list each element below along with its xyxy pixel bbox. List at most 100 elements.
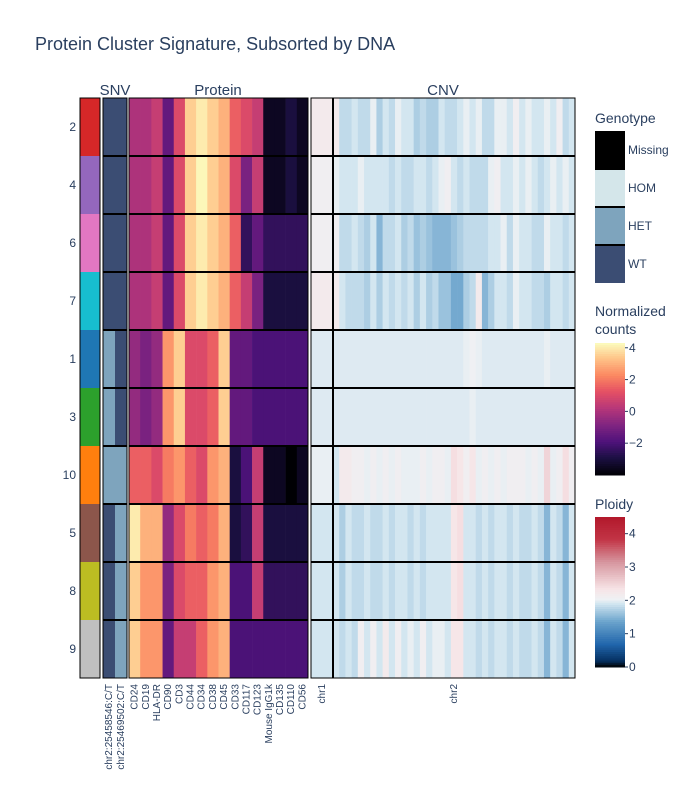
- ploidy-colorbar-step: [595, 540, 625, 544]
- cnv-cell: [351, 620, 359, 679]
- cnv-cell: [432, 330, 439, 389]
- cluster-5-swatch: [80, 504, 100, 562]
- cnv-cell: [543, 156, 551, 215]
- genotype-swatch: [595, 169, 625, 207]
- protein-cell: [296, 156, 309, 215]
- snv-column-label: chr2:25469502:C/T: [116, 684, 127, 770]
- ploidy-colorbar-step: [595, 630, 625, 634]
- cnv-cell: [525, 214, 532, 273]
- cnv-cell: [345, 98, 352, 157]
- cnv-cell: [333, 98, 340, 157]
- cnv-cell: [345, 272, 352, 331]
- cnv-cell: [500, 214, 508, 273]
- cnv-cell: [537, 98, 545, 157]
- normalized-colorbar-step: [595, 455, 625, 458]
- cnv-cell: [364, 504, 371, 563]
- protein-cell: [140, 388, 152, 447]
- cluster-2-swatch: [80, 98, 100, 156]
- normalized-colorbar-step: [595, 411, 625, 414]
- cnv-cell: [568, 446, 576, 505]
- cnv-cell: [550, 272, 557, 331]
- cluster-8-label: 8: [69, 584, 76, 598]
- cnv-cell: [351, 330, 359, 389]
- cnv-cell: [357, 272, 365, 331]
- ploidy-colorbar-step: [595, 547, 625, 550]
- cnv-cell: [568, 504, 576, 563]
- ploidy-colorbar-step: [595, 542, 625, 546]
- cnv-cell: [357, 388, 365, 447]
- ploidy-colorbar-step: [595, 521, 625, 524]
- cnv-cell: [512, 272, 520, 331]
- cnv-cell: [457, 562, 464, 621]
- protein-cell: [218, 156, 230, 215]
- cnv-cell: [481, 562, 489, 621]
- cnv-cell: [537, 504, 545, 563]
- snv-cell: [115, 272, 128, 331]
- protein-cell: [218, 214, 230, 273]
- cnv-cell: [432, 562, 439, 621]
- y-tick-labels: 2 4 6 7 1 3 10 5 8 9: [63, 120, 77, 656]
- normalized-colorbar-step: [595, 378, 625, 381]
- cnv-cell: [556, 388, 563, 447]
- protein-cell: [263, 388, 275, 447]
- cnv-cell: [512, 330, 520, 389]
- normalized-colorbar-step: [595, 373, 625, 377]
- protein-cell: [162, 98, 175, 157]
- cnv-cell: [475, 272, 483, 331]
- protein-cell: [184, 504, 197, 563]
- protein-cell: [151, 272, 163, 331]
- cnv-cell: [500, 562, 508, 621]
- protein-cell: [229, 388, 242, 447]
- cnv-cell: [450, 98, 458, 157]
- ploidy-colorbar-step: [595, 607, 625, 610]
- cnv-cell: [519, 330, 526, 389]
- protein-cell: [229, 98, 242, 157]
- snv-cell: [115, 562, 128, 621]
- cnv-cell: [475, 156, 483, 215]
- cnv-cell: [311, 620, 334, 679]
- cnv-cell: [543, 562, 551, 621]
- protein-cell: [162, 214, 175, 273]
- normalized-colorbar-step: [595, 413, 625, 417]
- snv-cell: [115, 620, 128, 679]
- protein-cell: [285, 98, 298, 157]
- cnv-cell: [444, 272, 452, 331]
- cnv-cell: [413, 156, 421, 215]
- cnv-cell: [395, 388, 402, 447]
- protein-cell: [229, 272, 242, 331]
- ploidy-colorbar-step: [595, 617, 625, 621]
- protein-cell: [196, 620, 208, 679]
- panel-title-protein: Protein: [194, 82, 242, 99]
- cnv-cell: [550, 446, 557, 505]
- cnv-cell: [382, 504, 390, 563]
- normalized-colorbar-step: [595, 382, 625, 386]
- ploidy-colorbar-step: [595, 555, 625, 559]
- normalized-colorbar-step: [595, 433, 625, 436]
- cnv-cell: [543, 272, 551, 331]
- protein-cell: [173, 446, 186, 505]
- cnv-cell: [401, 562, 408, 621]
- cnv-cell: [512, 562, 520, 621]
- ploidy-colorbar-step: [595, 602, 625, 606]
- protein-cell: [252, 214, 264, 273]
- cnv-cell: [351, 388, 359, 447]
- protein-cell: [296, 504, 309, 563]
- cnv-cell: [401, 388, 408, 447]
- cnv-cell: [525, 98, 532, 157]
- cnv-cell: [382, 562, 390, 621]
- cnv-cell: [568, 214, 576, 273]
- cnv-cell: [357, 156, 365, 215]
- cnv-cell: [537, 156, 545, 215]
- ploidy-colorbar-step: [595, 592, 625, 595]
- ploidy-colorbar-step: [595, 619, 625, 623]
- ploidy-colorbar-step: [595, 639, 625, 642]
- ploidy-colorbar-step: [595, 538, 625, 542]
- normalized-colorbar-step: [595, 369, 625, 373]
- normalized-colorbar-step: [595, 435, 625, 439]
- protein-cell: [285, 156, 298, 215]
- normalized-colorbar-step: [595, 347, 625, 351]
- cnv-cell: [481, 388, 489, 447]
- cnv-cell: [488, 504, 495, 563]
- cnv-cell: [407, 562, 414, 621]
